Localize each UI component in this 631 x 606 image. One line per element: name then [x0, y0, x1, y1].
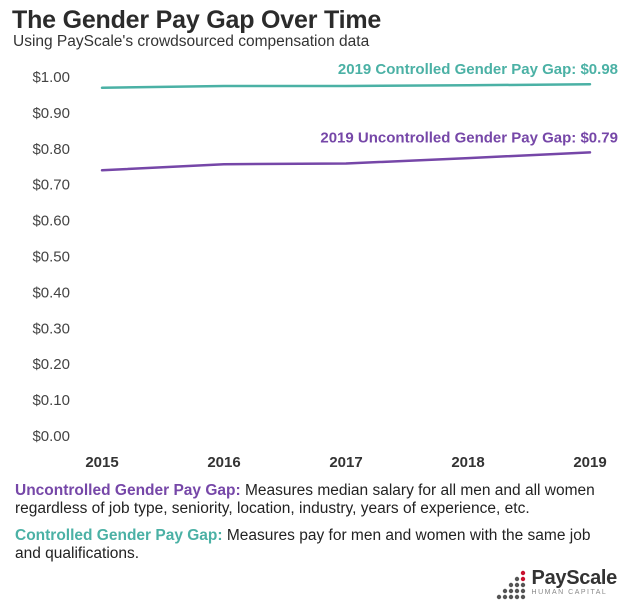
series-line-uncontrolled — [100, 151, 592, 172]
legend-uncontrolled-term: Uncontrolled Gender Pay Gap: — [15, 482, 241, 499]
y-tick-label: $0.30 — [32, 320, 70, 337]
x-tick-label: 2017 — [329, 454, 362, 471]
x-axis: 2015 2016 2017 2018 2019 — [85, 454, 606, 471]
y-tick-label: $0.70 — [32, 177, 70, 194]
legend-controlled-term: Controlled Gender Pay Gap: — [15, 527, 223, 544]
y-axis: $0.00 $0.10 $0.20 $0.30 $0.40 $0.50 $0.60 $0.70… — [32, 69, 70, 445]
x-tick-label: 2018 — [451, 454, 484, 471]
y-tick-label: $0.00 — [32, 428, 70, 445]
legend-uncontrolled: Uncontrolled Gender Pay Gap: Measures me… — [15, 482, 620, 518]
y-tick-label: $0.10 — [32, 392, 70, 409]
series-label-controlled: 2019 Controlled Gender Pay Gap: $0.98 — [338, 61, 618, 78]
y-tick-label: $0.90 — [32, 105, 70, 122]
series-line-controlled — [100, 82, 592, 90]
series-lines — [100, 82, 592, 172]
x-tick-label: 2019 — [573, 454, 606, 471]
chart-title: The Gender Pay Gap Over Time — [12, 6, 382, 34]
chart-subtitle: Using PayScale's crowdsourced compensati… — [13, 33, 370, 50]
logo-wordmark: PayScale — [531, 567, 618, 589]
y-tick-label: $0.60 — [32, 213, 70, 230]
x-tick-label: 2016 — [207, 454, 240, 471]
legend-uncontrolled-description: Measures median salary for all men and a… — [15, 482, 595, 517]
y-tick-label: $0.80 — [32, 141, 70, 158]
series-label-uncontrolled: 2019 Uncontrolled Gender Pay Gap: $0.79 — [320, 129, 618, 146]
y-tick-label: $0.20 — [32, 356, 70, 373]
line-chart: $0.00 $0.10 $0.20 $0.30 $0.40 $0.50 $0.60 $0.70… — [32, 61, 618, 471]
legend-controlled: Controlled Gender Pay Gap: Measures pay … — [15, 527, 620, 563]
y-tick-label: $0.50 — [32, 249, 70, 266]
y-tick-label: $0.40 — [32, 284, 70, 301]
legend-controlled-description: Measures pay for men and women with the … — [15, 527, 591, 562]
logo-tagline: HUMAN CAPITAL — [531, 589, 608, 596]
y-tick-label: $1.00 — [32, 69, 70, 86]
logo-dots-icon — [496, 570, 525, 600]
x-tick-label: 2015 — [85, 454, 118, 471]
series-labels: 2019 Controlled Gender Pay Gap: $0.98 201… — [320, 61, 618, 146]
payscale-logo: PayScale HUMAN CAPITAL — [496, 567, 617, 600]
